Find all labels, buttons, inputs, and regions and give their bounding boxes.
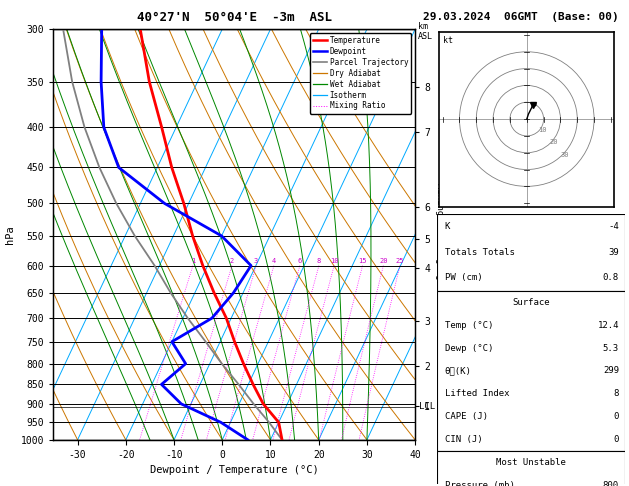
Text: 39: 39 xyxy=(608,248,619,257)
Text: 15: 15 xyxy=(359,258,367,263)
Text: kt: kt xyxy=(443,36,453,45)
Y-axis label: Mixing Ratio (g/kg): Mixing Ratio (g/kg) xyxy=(435,183,444,286)
Text: 4: 4 xyxy=(272,258,276,263)
Bar xyxy=(437,291,625,451)
Text: 8: 8 xyxy=(614,389,619,399)
Text: 0.8: 0.8 xyxy=(603,274,619,282)
Text: 20: 20 xyxy=(549,139,558,145)
Text: Pressure (mb): Pressure (mb) xyxy=(445,481,515,486)
Text: 299: 299 xyxy=(603,366,619,376)
Title: 40°27'N  50°04'E  -3m  ASL: 40°27'N 50°04'E -3m ASL xyxy=(136,11,332,24)
Text: PW (cm): PW (cm) xyxy=(445,274,482,282)
Text: CIN (J): CIN (J) xyxy=(445,435,482,444)
Text: 6: 6 xyxy=(298,258,302,263)
Text: 5.3: 5.3 xyxy=(603,344,619,352)
Text: km
ASL: km ASL xyxy=(418,22,433,41)
Text: 800: 800 xyxy=(603,481,619,486)
Text: 30: 30 xyxy=(560,152,569,158)
Text: 0: 0 xyxy=(614,435,619,444)
Text: Surface: Surface xyxy=(512,298,550,307)
Text: 12.4: 12.4 xyxy=(598,321,619,330)
Text: CAPE (J): CAPE (J) xyxy=(445,412,487,421)
Text: 25: 25 xyxy=(396,258,404,263)
X-axis label: Dewpoint / Temperature (°C): Dewpoint / Temperature (°C) xyxy=(150,465,319,475)
Text: 3: 3 xyxy=(254,258,259,263)
Text: 2: 2 xyxy=(230,258,234,263)
Legend: Temperature, Dewpoint, Parcel Trajectory, Dry Adiabat, Wet Adiabat, Isotherm, Mi: Temperature, Dewpoint, Parcel Trajectory… xyxy=(309,33,411,114)
Text: Totals Totals: Totals Totals xyxy=(445,248,515,257)
Text: 8: 8 xyxy=(317,258,321,263)
Y-axis label: hPa: hPa xyxy=(6,225,15,244)
Text: θᴇ(K): θᴇ(K) xyxy=(445,366,472,376)
Text: -4: -4 xyxy=(608,222,619,231)
Text: Most Unstable: Most Unstable xyxy=(496,458,566,467)
Bar xyxy=(437,451,625,486)
Text: Temp (°C): Temp (°C) xyxy=(445,321,493,330)
Text: 29.03.2024  06GMT  (Base: 00): 29.03.2024 06GMT (Base: 00) xyxy=(423,12,618,22)
Text: 10: 10 xyxy=(330,258,338,263)
Text: 0: 0 xyxy=(614,412,619,421)
Text: LCL: LCL xyxy=(419,402,435,411)
Text: 10: 10 xyxy=(538,127,547,133)
Text: Dewp (°C): Dewp (°C) xyxy=(445,344,493,352)
Bar xyxy=(437,214,625,291)
Text: 1: 1 xyxy=(191,258,195,263)
Text: K: K xyxy=(445,222,450,231)
Text: Lifted Index: Lifted Index xyxy=(445,389,509,399)
Text: 20: 20 xyxy=(379,258,387,263)
